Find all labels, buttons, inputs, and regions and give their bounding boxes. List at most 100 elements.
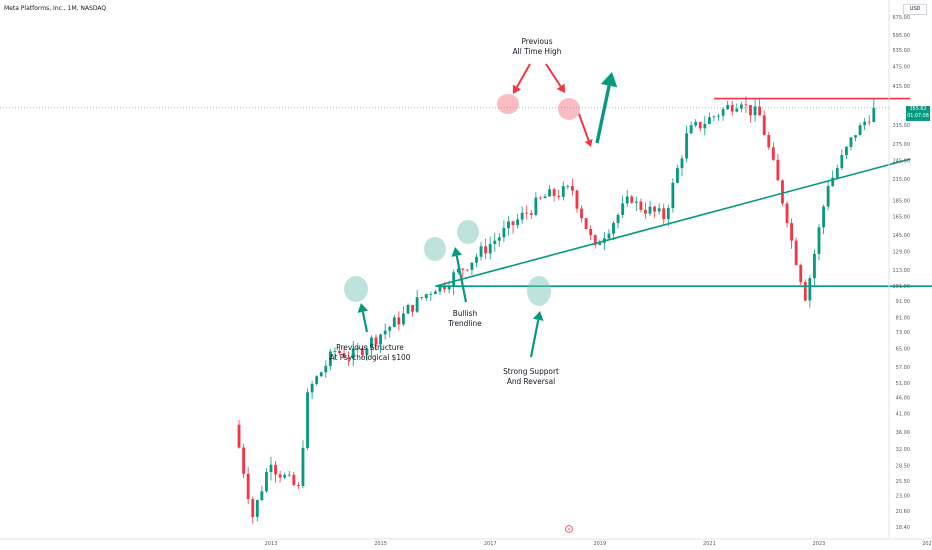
candle-up [561, 186, 565, 197]
candle-up [470, 262, 474, 270]
candle-up [415, 297, 419, 312]
candle-down [771, 147, 775, 160]
candle-down [338, 350, 341, 354]
candle-up [438, 285, 442, 292]
candle-up [319, 372, 323, 377]
candle-up [753, 106, 757, 116]
candle-up [502, 228, 506, 238]
candle-down [465, 269, 469, 271]
candle-down [803, 282, 807, 301]
candle-up [685, 133, 688, 159]
annotation-structure: Previous Structure At Psychological $100 [329, 342, 411, 362]
candle-down [762, 115, 766, 136]
candle-down [698, 122, 702, 129]
y-tick-label: 535.00 [893, 48, 911, 54]
candle-down [484, 246, 488, 254]
candle-up [863, 121, 867, 126]
candle-up [306, 392, 309, 448]
candle-up [808, 278, 812, 301]
candle-up [548, 189, 551, 197]
candle-up [447, 286, 451, 290]
earnings-event-icon [565, 525, 573, 533]
last-price-label: 355.82 01:07:08 [906, 106, 930, 121]
candle-down [867, 121, 871, 123]
candle-up [255, 500, 259, 517]
annotation-ath: Previous All Time High [512, 36, 562, 56]
last-price-value: 355.82 [909, 107, 927, 112]
candle-down [251, 499, 255, 517]
candle-up [689, 125, 693, 134]
candle-up [379, 334, 383, 345]
candle-up [370, 337, 373, 349]
candle-down [397, 317, 401, 325]
y-tick-label: 145.00 [893, 233, 911, 239]
candle-up [854, 135, 857, 138]
candle-up [726, 104, 730, 110]
candle-down [580, 208, 583, 219]
candle-down [630, 196, 634, 203]
candles-layer [237, 96, 876, 524]
y-tick-label: 65.00 [896, 346, 910, 352]
y-tick-label: 36.00 [896, 430, 910, 436]
candle-down [237, 424, 241, 448]
y-tick-label: 245.00 [893, 159, 911, 165]
candle-up [324, 365, 328, 373]
bullish-trendline [435, 158, 911, 288]
candle-up [388, 326, 392, 331]
x-tick-label: 2023 [813, 541, 826, 547]
candle-up [328, 351, 332, 366]
candle-down [584, 218, 588, 229]
y-tick-label: 113.00 [893, 268, 911, 274]
candle-up [657, 208, 661, 212]
y-tick-label: 415.00 [893, 84, 911, 90]
ath-circle-right [558, 98, 580, 120]
y-tick-label: 165.00 [893, 215, 911, 221]
candle-up [310, 383, 314, 393]
candle-up [694, 122, 698, 126]
arrow-down-red [578, 113, 593, 147]
currency-selector[interactable]: USD [903, 4, 927, 15]
candle-down [411, 305, 414, 312]
candle-down [781, 180, 784, 204]
candle-up [507, 221, 510, 229]
candle-up [315, 376, 319, 384]
candle-down [347, 357, 351, 359]
y-tick-label: 475.00 [893, 65, 911, 71]
candle-up [707, 117, 711, 124]
y-tick-label: 91.00 [896, 299, 910, 305]
candle-up [813, 253, 816, 279]
candle-up [301, 447, 305, 486]
support-circle [527, 276, 551, 306]
candle-down [374, 337, 378, 345]
candle-up [260, 491, 264, 501]
candle-up [566, 186, 570, 187]
y-tick-label: 41.00 [896, 412, 910, 418]
candle-up [333, 350, 337, 352]
candle-down [292, 474, 296, 485]
x-tick-label: 2021 [703, 541, 716, 547]
y-tick-label: 25.50 [896, 479, 910, 485]
x-tick-label: 2015 [374, 541, 387, 547]
y-tick-label: 595.00 [893, 33, 911, 39]
candle-up [351, 348, 355, 359]
bar-countdown: 01:07:08 [907, 113, 929, 119]
candle-up [265, 472, 268, 492]
candle-down [790, 223, 794, 241]
candle-up [402, 313, 405, 325]
candle-down [653, 206, 657, 212]
candle-up [607, 233, 611, 239]
drawings-layer [0, 63, 932, 533]
candle-up [456, 268, 460, 273]
candle-down [785, 203, 789, 224]
x-tick-label: 2019 [593, 541, 606, 547]
arrow-up-green [595, 72, 618, 144]
candle-up [497, 237, 501, 241]
candle-up [452, 272, 456, 287]
candle-down [242, 447, 246, 474]
candle-down [461, 268, 465, 270]
candle-down [278, 474, 282, 478]
candle-up [356, 348, 360, 349]
y-tick-label: 73.00 [896, 330, 910, 336]
candle-up [493, 240, 497, 245]
